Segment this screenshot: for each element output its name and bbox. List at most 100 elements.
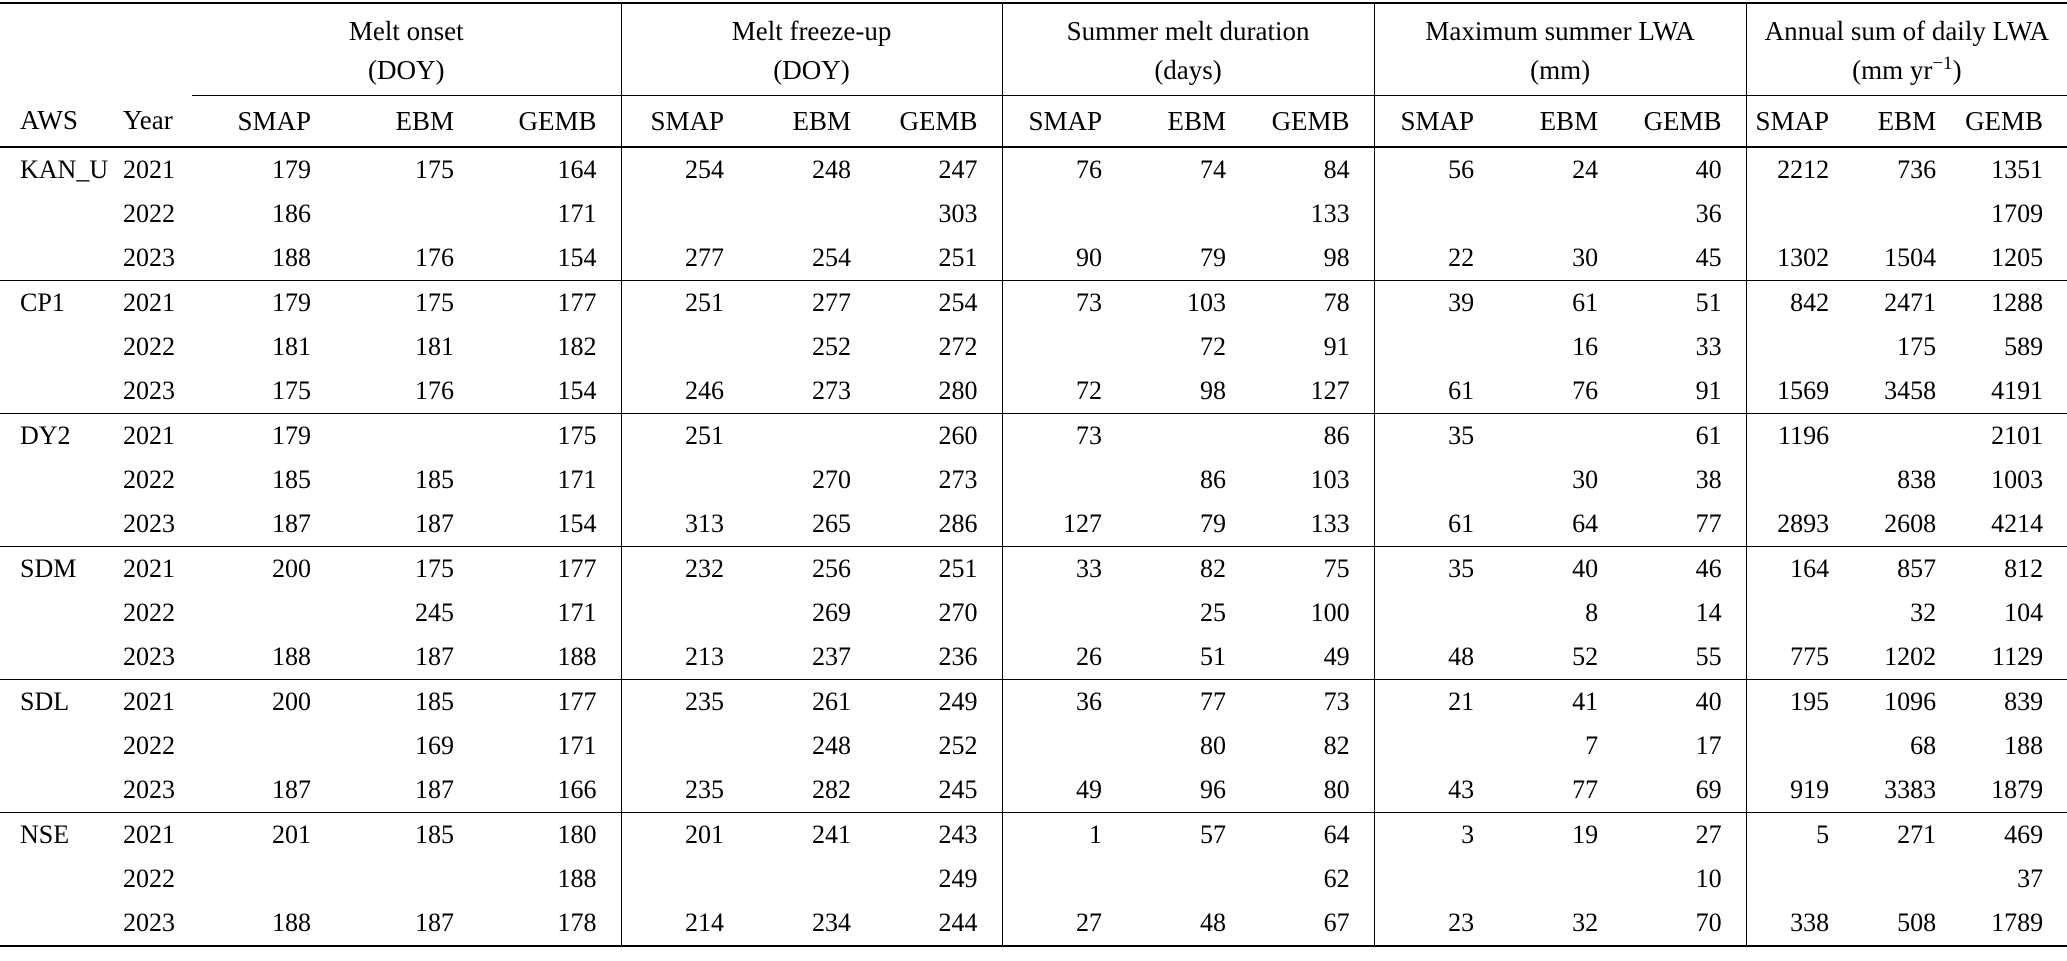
- cell-value: 35: [1373, 546, 1499, 591]
- col-header-ebm: EBM: [335, 95, 478, 148]
- cell-value: 127: [1001, 502, 1127, 547]
- cell-value: 10: [1695, 864, 1722, 893]
- cell-value: 91: [1323, 332, 1350, 361]
- cell-value: [1001, 325, 1127, 369]
- cell-value: 73: [1001, 280, 1127, 325]
- cell-value: 90: [1001, 236, 1127, 281]
- cell-aws-station: [0, 502, 118, 547]
- cell-value: 1205: [1991, 243, 2044, 272]
- cell-value: 19: [1498, 812, 1623, 857]
- cell-value: 270: [938, 598, 978, 627]
- cell-value: [1373, 192, 1499, 236]
- col-header-smap: SMAP: [1001, 95, 1127, 148]
- cell-value: 248: [812, 731, 852, 760]
- cell-value: 589: [2004, 332, 2044, 361]
- cell-value: 251: [875, 546, 1003, 591]
- cell-value: 188: [557, 864, 597, 893]
- col-header-gemb: GEMB: [478, 95, 622, 148]
- col-header-ebm: EBM: [1853, 95, 1961, 148]
- cell-value: 201: [620, 812, 749, 857]
- cell-value: 251: [620, 280, 749, 325]
- cell-value: 30: [1572, 465, 1599, 494]
- col-header-gemb: GEMB: [1960, 95, 2067, 148]
- cell-value: 187: [415, 642, 454, 671]
- cell-value: 1709: [1991, 199, 2044, 228]
- cell-value: 179: [192, 413, 335, 458]
- col-header-gemb: GEMB: [1622, 95, 1747, 148]
- cell-value: 79: [1200, 509, 1227, 538]
- cell-value: 256: [748, 546, 876, 591]
- cell-value: 179: [192, 280, 335, 325]
- cell-value: [192, 724, 335, 768]
- cell-value: 175: [335, 280, 478, 325]
- cell-value: 75: [1250, 546, 1375, 591]
- cell-value: 2212: [1745, 147, 1854, 192]
- cell-year: 2022: [123, 199, 175, 228]
- cell-aws-station: NSE: [0, 812, 118, 857]
- cell-value: 249: [875, 679, 1003, 724]
- cell-value: 1879: [1991, 775, 2044, 804]
- group-title: Annual sum of daily LWA: [1764, 16, 2050, 46]
- cell-value: 49: [1323, 642, 1350, 671]
- cell-value: 67: [1323, 908, 1350, 937]
- cell-value: 303: [938, 199, 978, 228]
- cell-value: 51: [1622, 280, 1747, 325]
- cell-aws-station: [0, 236, 118, 281]
- cell-value: 64: [1572, 509, 1599, 538]
- cell-value: 171: [557, 199, 597, 228]
- cell-value: 188: [272, 642, 311, 671]
- cell-value: 234: [812, 908, 852, 937]
- cell-value: 36: [1695, 199, 1722, 228]
- cell-value: 62: [1323, 864, 1350, 893]
- cell-aws-station: [0, 901, 118, 946]
- cell-value: 338: [1745, 901, 1854, 946]
- cell-value: 73: [1250, 679, 1375, 724]
- cell-value: 72: [1001, 369, 1127, 414]
- cell-value: 235: [620, 768, 749, 813]
- cell-value: 214: [620, 901, 749, 946]
- cell-value: 246: [620, 369, 749, 414]
- cell-year: 2021: [118, 679, 192, 724]
- table-row: 2023 188 187 178 214 234 244 27 48 67 23 32 70 338 508…: [0, 901, 2067, 946]
- table-body: KAN_U 2021 179 175 164 254 248 247 76 74 84 56 24 40 2…: [0, 147, 2067, 946]
- table-row: SDM 2021 200 175 177 232 256 251 33 82 75 35 40 46 164…: [0, 546, 2067, 591]
- cell-year: 2022: [123, 731, 175, 760]
- group-unit: (mm): [1530, 55, 1591, 85]
- table-row: CP1 2021 179 175 177 251 277 254 73 103 78 39 61 51 84…: [0, 280, 2067, 325]
- cell-value: 187: [272, 509, 311, 538]
- table-row: 2022 169 171 248 252 80 82 7 17 68 188: [0, 724, 2067, 768]
- cell-year: 2021: [118, 280, 192, 325]
- cell-value: 188: [557, 642, 597, 671]
- cell-value: [1745, 591, 1854, 635]
- cell-value: 64: [1250, 812, 1375, 857]
- cell-value: 247: [938, 155, 978, 184]
- cell-value: 40: [1695, 155, 1722, 184]
- cell-value: 70: [1695, 908, 1722, 937]
- cell-value: 166: [557, 775, 597, 804]
- cell-value: 254: [620, 147, 749, 192]
- cell-value: 1302: [1745, 236, 1854, 281]
- cell-value: 48: [1373, 635, 1499, 680]
- group-unit: (mm yr−1): [1747, 51, 2067, 90]
- cell-value: 812: [1960, 546, 2067, 591]
- cell-value: 286: [938, 509, 978, 538]
- cell-value: 1003: [1991, 465, 2044, 494]
- cell-value: 177: [478, 546, 622, 591]
- cell-value: 17: [1695, 731, 1722, 760]
- cell-value: [1126, 192, 1250, 236]
- cell-value: [620, 458, 749, 502]
- cell-value: [1745, 724, 1854, 768]
- cell-value: 154: [557, 376, 597, 405]
- cell-value: 4214: [1991, 509, 2044, 538]
- table-row: 2023 188 176 154 277 254 251 90 79 98 22 30 45 1302 15…: [0, 236, 2067, 281]
- cell-value: 91: [1695, 376, 1722, 405]
- col-header-year: Year: [118, 95, 192, 148]
- cell-value: 84: [1323, 155, 1350, 184]
- cell-value: [620, 325, 749, 369]
- cell-aws-station: [0, 635, 118, 680]
- cell-value: 8: [1585, 598, 1599, 627]
- cell-value: 27: [1001, 901, 1127, 946]
- col-header-smap: SMAP: [1373, 95, 1499, 148]
- cell-value: 104: [2004, 598, 2044, 627]
